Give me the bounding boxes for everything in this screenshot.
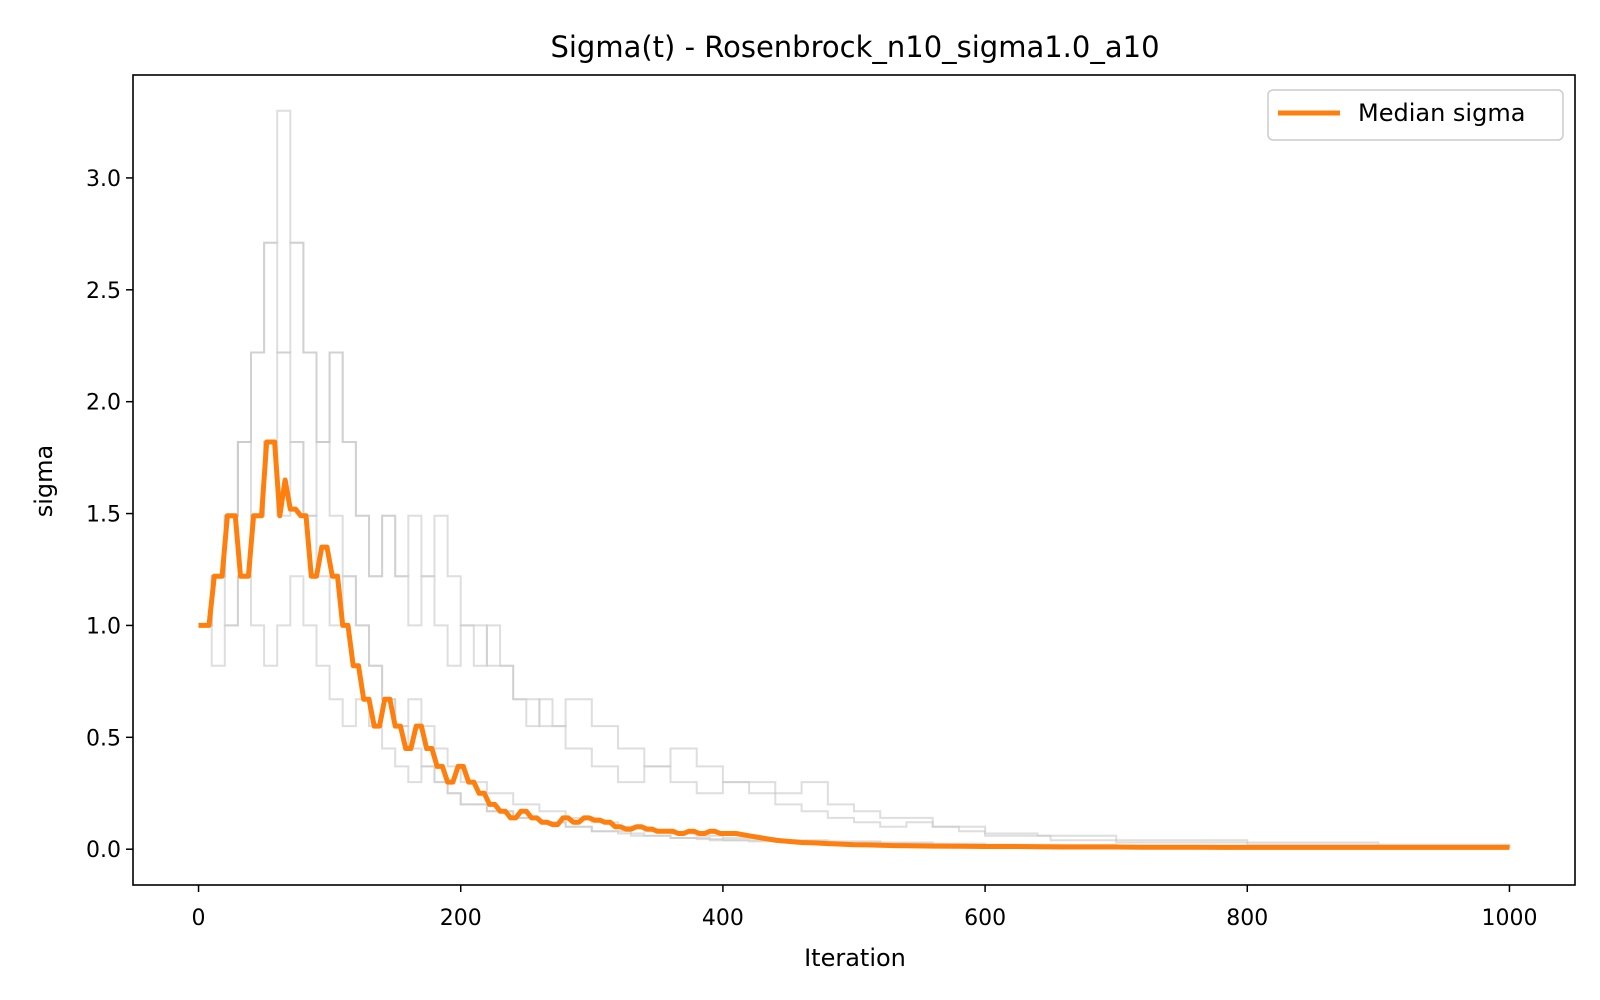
y-tick-label: 2.0 (86, 391, 121, 416)
x-tick-label: 800 (1226, 906, 1268, 931)
x-axis-label: Iteration (804, 944, 906, 972)
y-tick-label: 1.0 (86, 614, 121, 639)
x-tick-label: 200 (440, 906, 482, 931)
legend-box (1267, 89, 1564, 141)
y-tick-label: 0.5 (86, 726, 121, 751)
legend: Median sigma (1267, 89, 1564, 141)
median-series (198, 439, 1510, 850)
x-axis: 0 200 400 600 800 1000 (192, 885, 1537, 931)
plot-frame (132, 74, 1576, 886)
y-axis-label: sigma (30, 445, 58, 518)
median-sigma-line (198, 439, 1510, 850)
chart-title: Sigma(t) - Rosenbrock_n10_sigma1.0_a10 (550, 30, 1159, 64)
y-tick-label: 0.0 (86, 838, 121, 863)
x-tick-label: 1000 (1481, 906, 1537, 931)
y-tick-label: 2.5 (86, 279, 121, 304)
y-tick-label: 1.5 (86, 503, 121, 528)
x-tick-label: 400 (702, 906, 744, 931)
x-tick-label: 0 (192, 906, 206, 931)
y-axis: 0.0 0.5 1.0 1.5 2.0 2.5 3.0 (86, 167, 133, 863)
x-tick-label: 600 (964, 906, 1006, 931)
y-tick-label: 3.0 (86, 167, 121, 192)
legend-median-label: Median sigma (1358, 99, 1525, 127)
run-line-5 (198, 351, 1511, 846)
